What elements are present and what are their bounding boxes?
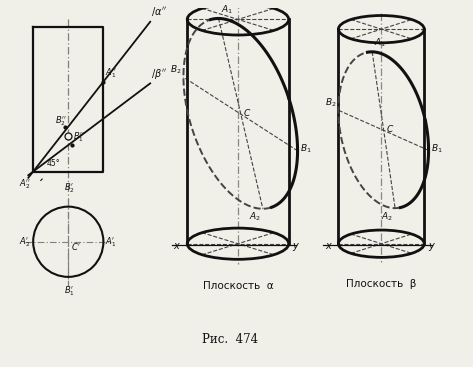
Text: $B_1$: $B_1$ xyxy=(299,143,311,155)
Text: $B_1^{\prime\prime}$: $B_1^{\prime\prime}$ xyxy=(73,131,85,144)
Text: $B_2^{\prime\prime}$: $B_2^{\prime\prime}$ xyxy=(54,114,66,128)
Text: $C$: $C$ xyxy=(244,106,252,117)
Text: $A_2$: $A_2$ xyxy=(381,210,393,223)
Text: $B_2'$: $B_2'$ xyxy=(64,181,75,195)
Text: y: y xyxy=(293,241,298,251)
Text: 45°: 45° xyxy=(47,159,61,168)
Text: $B_2$: $B_2$ xyxy=(325,97,336,109)
Text: $A_1$: $A_1$ xyxy=(374,36,386,49)
Text: x: x xyxy=(325,241,331,251)
Text: $C'$: $C'$ xyxy=(71,241,81,252)
Text: Плоскость  β: Плоскость β xyxy=(346,279,417,289)
Text: $A_1^{\prime\prime}$: $A_1^{\prime\prime}$ xyxy=(105,66,117,80)
Text: y: y xyxy=(428,241,434,251)
Text: $/\alpha^{\prime\prime}$: $/\alpha^{\prime\prime}$ xyxy=(151,5,167,18)
Text: $/\beta^{\prime\prime}$: $/\beta^{\prime\prime}$ xyxy=(151,68,167,81)
Text: Рис.  474: Рис. 474 xyxy=(202,333,258,346)
Text: $B_1$: $B_1$ xyxy=(430,142,442,155)
Text: $A_2^{\prime\prime}$: $A_2^{\prime\prime}$ xyxy=(19,177,31,191)
Text: $B_1'$: $B_1'$ xyxy=(64,285,75,298)
Text: $A_1'$: $A_1'$ xyxy=(105,236,117,250)
Text: $A_2$: $A_2$ xyxy=(249,211,261,223)
Text: Плоскость  α: Плоскость α xyxy=(202,281,273,291)
Text: $A_2'$: $A_2'$ xyxy=(19,236,30,250)
Text: $A_1$: $A_1$ xyxy=(220,3,233,15)
Text: $C$: $C$ xyxy=(386,123,394,134)
Text: x: x xyxy=(174,241,179,251)
Text: $B_2$: $B_2$ xyxy=(170,63,182,76)
